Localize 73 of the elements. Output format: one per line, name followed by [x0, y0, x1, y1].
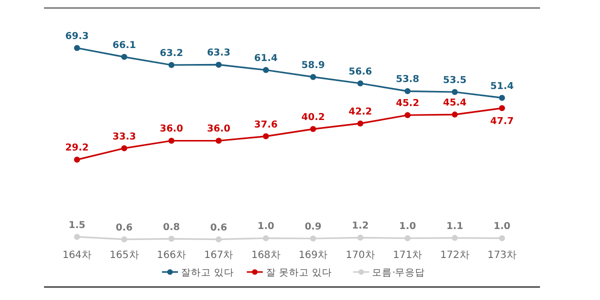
point — [262, 67, 269, 73]
data-label: 53.5 — [443, 75, 467, 86]
data-label: 69.3 — [65, 31, 89, 42]
data-label: 0.9 — [304, 221, 322, 232]
data-label: 56.6 — [348, 66, 372, 78]
data-label: 36.0 — [206, 124, 231, 135]
data-label: 0.8 — [163, 222, 180, 233]
point — [262, 235, 269, 242]
point — [310, 74, 316, 80]
x-tick-label: 169차 — [298, 250, 328, 261]
point — [168, 62, 174, 68]
legend-label: 모름·무응답 — [372, 268, 426, 278]
x-tick-label: 171차 — [393, 250, 422, 261]
data-label: 0.6 — [210, 222, 228, 234]
point — [499, 235, 505, 242]
data-label: 33.3 — [112, 131, 136, 142]
point — [74, 156, 80, 163]
x-tick-label: 170차 — [346, 250, 375, 261]
point — [216, 138, 222, 144]
data-label: 0.6 — [116, 222, 134, 234]
point — [121, 236, 128, 242]
legend-label: 잘 못하고 있다 — [266, 268, 332, 278]
point — [74, 234, 80, 240]
point — [404, 88, 411, 94]
data-label: 1.1 — [446, 220, 464, 232]
data-label: 63.3 — [206, 48, 230, 59]
legend-label: 잘하고 있다 — [181, 268, 234, 278]
point — [168, 138, 174, 144]
point — [168, 236, 174, 242]
data-label: 36.0 — [160, 124, 184, 135]
data-label: 66.1 — [112, 40, 136, 51]
data-label: 51.4 — [490, 80, 514, 92]
data-label: 45.4 — [443, 98, 467, 109]
point — [310, 126, 316, 132]
point — [74, 45, 80, 51]
data-label: 1.0 — [399, 221, 416, 232]
x-tick-label: 165차 — [110, 250, 139, 261]
point — [452, 112, 458, 118]
point — [357, 234, 364, 241]
point — [452, 89, 458, 96]
point — [404, 235, 411, 242]
x-tick-label: 173차 — [487, 250, 517, 261]
point — [310, 235, 316, 242]
data-label: 1.0 — [257, 221, 275, 232]
point — [499, 105, 505, 112]
data-label: 47.7 — [490, 116, 514, 128]
data-label: 1.2 — [352, 220, 369, 232]
point — [404, 112, 411, 118]
point — [121, 54, 128, 60]
data-label: 29.2 — [65, 142, 89, 154]
data-label: 53.8 — [396, 74, 420, 86]
data-label: 42.2 — [348, 106, 372, 118]
data-label: 37.6 — [254, 119, 278, 130]
data-label: 45.2 — [396, 98, 420, 110]
data-label: 63.2 — [160, 48, 184, 59]
x-tick-label: 168차 — [251, 250, 280, 261]
point — [216, 62, 222, 68]
x-tick-label: 172차 — [440, 250, 470, 261]
data-label: 61.4 — [254, 53, 278, 64]
data-label: 40.2 — [301, 112, 325, 124]
point — [262, 133, 269, 140]
point — [499, 94, 505, 101]
data-label: 1.0 — [494, 221, 511, 232]
point — [216, 236, 222, 242]
point — [357, 80, 364, 86]
x-tick-label: 164차 — [62, 250, 92, 261]
point — [121, 145, 128, 152]
point — [357, 120, 364, 126]
x-tick-label: 167차 — [204, 250, 234, 261]
data-label: 1.5 — [68, 220, 86, 231]
point — [452, 234, 458, 241]
data-label: 58.9 — [301, 60, 325, 71]
x-tick-label: 166차 — [156, 250, 186, 261]
